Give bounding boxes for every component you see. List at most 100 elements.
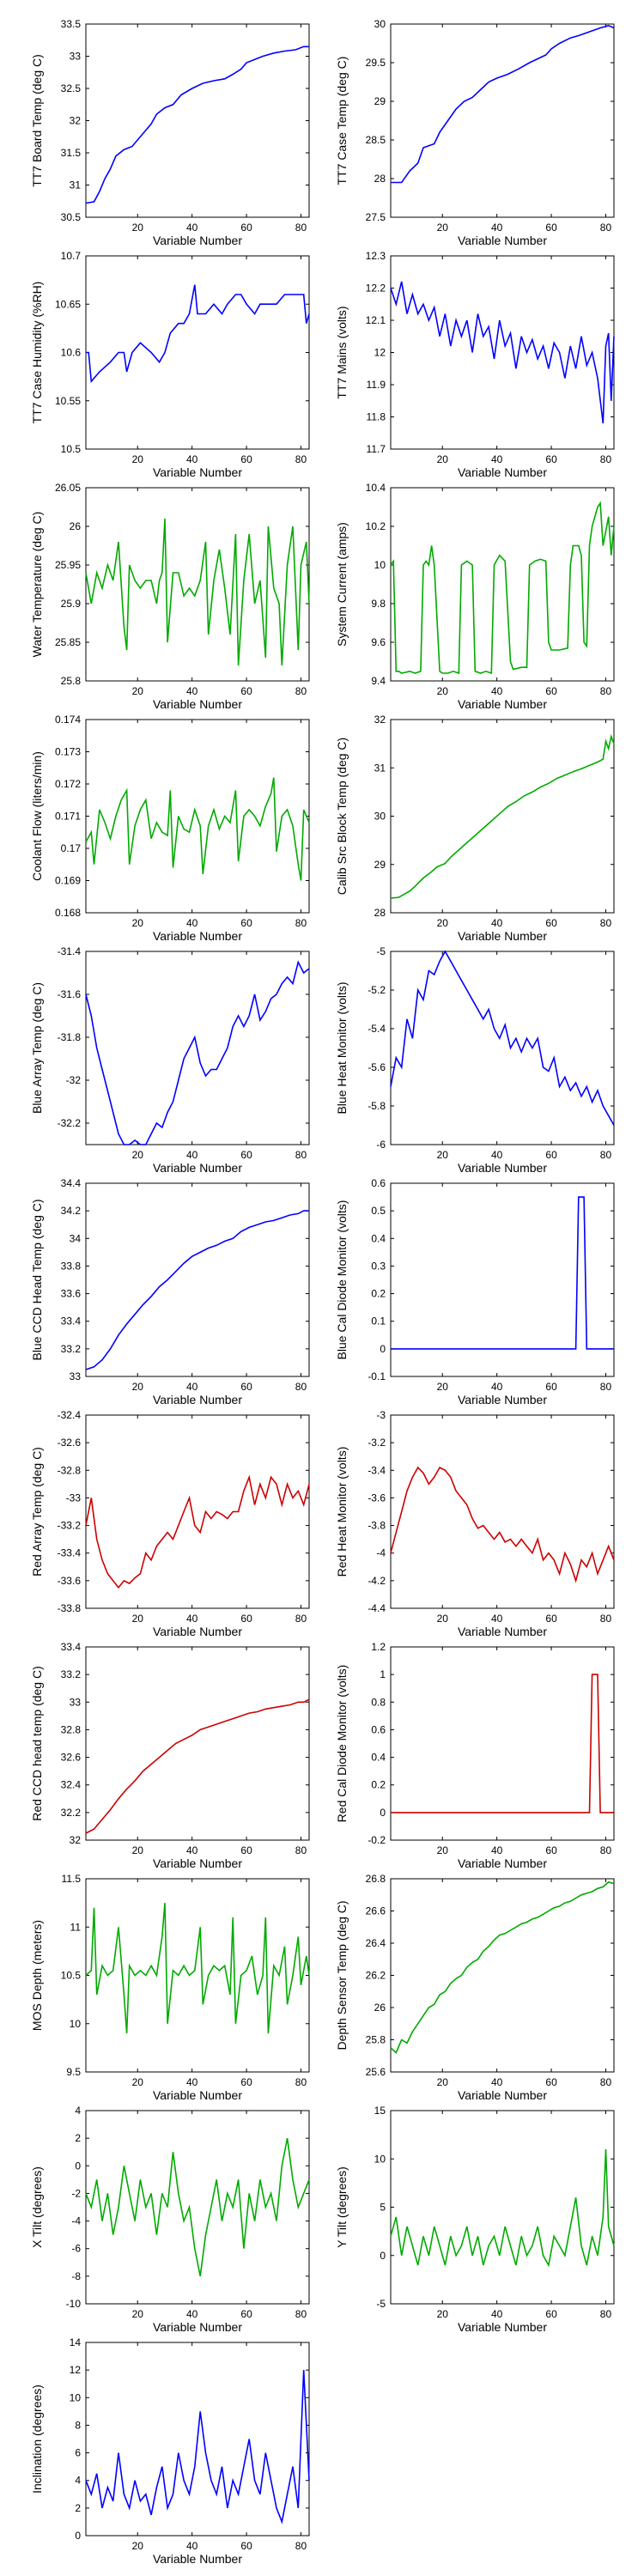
y-tick-label: -4: [71, 2215, 81, 2227]
x-tick-label: 60: [545, 2308, 557, 2320]
y-axis-label: Red Array Temp (deg C): [30, 1447, 44, 1577]
y-tick-label: 10.65: [55, 298, 81, 310]
y-tick-label: 10.6: [61, 347, 82, 359]
y-tick-label: 33: [70, 51, 82, 63]
series-line: [85, 1474, 310, 1589]
y-tick-label: -3.8: [368, 1520, 386, 1532]
x-tick-label: 40: [491, 1381, 503, 1393]
x-tick-label: 80: [295, 222, 307, 234]
y-tick-label: 32.6: [61, 1752, 82, 1764]
y-axis-label: System Current (amps): [335, 522, 349, 647]
y-tick-label: 33.4: [61, 1641, 82, 1653]
series-line: [85, 777, 310, 881]
x-tick-label: 20: [132, 453, 144, 465]
y-tick-label: 33.8: [61, 1260, 82, 1272]
y-tick-label: 0: [380, 1807, 386, 1819]
y-tick-label: 11.9: [367, 379, 386, 391]
x-tick-label: 20: [437, 1844, 449, 1856]
y-tick-label: 4: [75, 2475, 81, 2487]
y-tick-label: -33: [66, 1492, 82, 1504]
y-tick-label: -8: [71, 2270, 81, 2282]
x-tick-label: 80: [600, 222, 612, 234]
x-tick-label: 60: [240, 2540, 252, 2552]
y-tick-label: 10.5: [61, 443, 82, 455]
x-tick-label: 20: [437, 1613, 449, 1625]
x-tick-label: 40: [186, 685, 198, 697]
x-tick-label: 40: [186, 2540, 198, 2552]
x-tick-label: 80: [600, 1149, 612, 1161]
y-tick-label: -32.6: [58, 1437, 82, 1449]
y-tick-label: 4: [75, 2105, 81, 2117]
y-tick-label: -32.4: [58, 1409, 82, 1421]
y-tick-label: 9.5: [66, 2066, 81, 2078]
y-tick-label: 0.3: [371, 1260, 386, 1272]
x-tick-label: 20: [132, 2540, 144, 2552]
x-axis-label: Variable Number: [153, 1856, 242, 1870]
x-tick-label: 20: [437, 1381, 449, 1393]
x-axis-label: Variable Number: [153, 465, 242, 479]
y-tick-label: 0.6: [371, 1177, 386, 1189]
y-tick-label: 0: [75, 2160, 81, 2172]
x-axis-label: Variable Number: [153, 2320, 242, 2334]
y-tick-label: -3.4: [368, 1464, 386, 1476]
chart-panel-13: -32.4 -32.6 -32.8 -33 -33.2 -33.4 -33.6 -33.8 20…: [30, 1409, 310, 1638]
series-line: [86, 284, 310, 384]
y-axis-label: Red Heat Monitor (volts): [335, 1447, 349, 1577]
y-tick-label: 26.4: [366, 1937, 386, 1949]
x-tick-label: 80: [295, 2540, 307, 2552]
plot-frame: [390, 1414, 615, 1609]
plot-frame: [390, 719, 615, 914]
y-axis-label: Depth Sensor Temp (deg C): [335, 1900, 349, 2050]
series-line: [391, 24, 615, 184]
y-tick-label: 10.7: [61, 250, 82, 262]
y-tick-label: 0.171: [55, 811, 81, 823]
chart-panel-20: 15 10 5 0 -5 20 40 60 80 Variable Number Y Tilt (d…: [335, 2105, 615, 2334]
y-tick-label: 30.5: [61, 211, 82, 223]
y-tick-label: 0.2: [371, 1288, 386, 1300]
y-tick-label: -32.8: [58, 1464, 82, 1476]
y-tick-label: 32.5: [61, 82, 82, 94]
x-axis-label: Variable Number: [153, 2552, 242, 2566]
x-tick-label: 20: [132, 2308, 144, 2320]
y-tick-label: 10.2: [366, 520, 386, 532]
y-tick-label: -5: [376, 945, 386, 957]
y-tick-label: -3.6: [368, 1492, 386, 1504]
y-tick-label: -33.4: [58, 1547, 82, 1559]
x-tick-label: 40: [186, 1149, 198, 1161]
x-tick-label: 80: [295, 685, 307, 697]
chart-panel-4: 12.3 12.2 12.1 12 11.9 11.8 11.7 20 40 60 80 Variab…: [335, 250, 615, 479]
x-tick-label: 40: [491, 917, 503, 929]
x-tick-label: 60: [240, 1844, 252, 1856]
y-axis-label: TT7 Case Temp (deg C): [335, 57, 349, 185]
x-axis-label: Variable Number: [458, 2320, 547, 2334]
plot-frame: [390, 1646, 615, 1841]
y-tick-label: 33: [70, 1696, 82, 1708]
x-tick-label: 20: [132, 1844, 144, 1856]
x-axis-label: Variable Number: [153, 929, 242, 943]
x-axis-label: Variable Number: [153, 697, 242, 711]
y-tick-label: 26.05: [55, 482, 81, 494]
x-tick-label: 20: [132, 222, 144, 234]
chart-panel-8: 32 31 30 29 28 20 40 60 80 Variable Number Calib S…: [335, 714, 615, 943]
y-tick-label: 10: [70, 2391, 82, 2403]
x-tick-label: 40: [186, 453, 198, 465]
x-tick-label: 40: [186, 222, 198, 234]
series-line: [85, 46, 309, 204]
series-line: [390, 2148, 615, 2268]
x-tick-label: 40: [186, 1381, 198, 1393]
y-tick-label: -5.8: [368, 1100, 386, 1112]
plot-frame: [85, 487, 310, 682]
chart-panel-1: 33.5 33 32.5 32 31.5 31 30.5 20 40 60 80 Variable N…: [30, 18, 310, 247]
y-tick-label: 0: [380, 1343, 386, 1355]
y-tick-label: 2: [75, 2502, 81, 2514]
plot-frame: [85, 719, 310, 914]
chart-panel-17: 11.5 11 10.5 10 9.5 20 40 60 80 Variable Number MO…: [30, 1873, 310, 2102]
y-tick-label: 32.4: [61, 1779, 82, 1791]
y-tick-label: 1.2: [371, 1641, 386, 1653]
x-axis-label: Variable Number: [458, 465, 547, 479]
x-tick-label: 60: [545, 453, 557, 465]
y-tick-label: 0.174: [55, 714, 81, 726]
x-tick-label: 80: [295, 917, 307, 929]
x-tick-label: 20: [132, 1149, 144, 1161]
